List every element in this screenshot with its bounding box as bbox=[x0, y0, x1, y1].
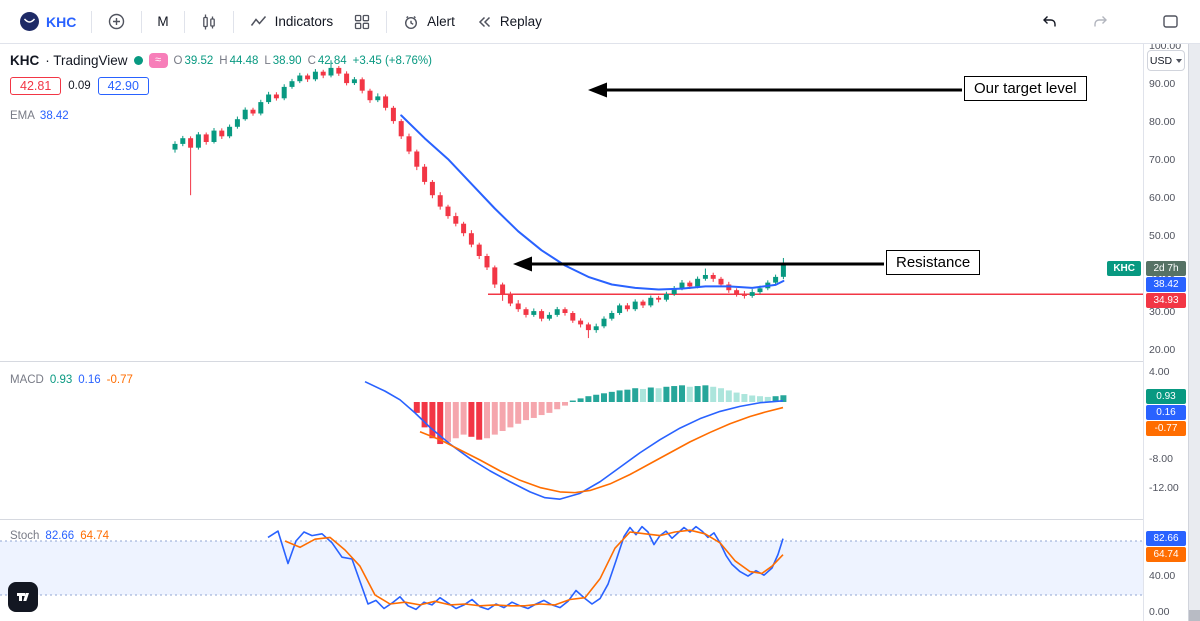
stoch-label: Stoch bbox=[10, 530, 40, 542]
chart-canvas[interactable] bbox=[0, 44, 1143, 621]
macd-line-badge: 0.16 bbox=[1146, 405, 1186, 420]
replay-icon bbox=[478, 16, 490, 27]
layout-icon bbox=[1163, 15, 1178, 28]
toolbar-separator bbox=[91, 10, 93, 33]
axis-tick: 80.00 bbox=[1149, 116, 1176, 128]
indicators-button[interactable]: Indicators bbox=[239, 5, 344, 39]
top-toolbar: KHC M Indicators bbox=[0, 0, 1200, 44]
toolbar-separator bbox=[183, 10, 185, 33]
ema-price-badge: 38.42 bbox=[1146, 277, 1186, 292]
axis-tick: 60.00 bbox=[1149, 192, 1176, 204]
undo-icon bbox=[1043, 16, 1056, 27]
stoch-d-badge: 64.74 bbox=[1146, 547, 1186, 562]
symbol-search-button[interactable]: KHC bbox=[10, 5, 86, 39]
grid-icon bbox=[354, 14, 370, 29]
toolbar-right bbox=[1031, 0, 1190, 43]
compare-add-symbol-button[interactable] bbox=[97, 5, 136, 39]
macd-line-value: 0.16 bbox=[78, 374, 101, 386]
axis-tick: -8.00 bbox=[1149, 453, 1173, 465]
macd-label: MACD bbox=[10, 374, 44, 386]
price-axis[interactable]: USD 2d 7h 38.42 34.93 0.93 0.16 -0.77 82… bbox=[1143, 44, 1188, 621]
tradingview-logo[interactable] bbox=[8, 582, 38, 612]
symbol-label: KHC bbox=[46, 13, 77, 30]
stoch-k-value: 82.66 bbox=[45, 530, 75, 542]
axis-tick: 4.00 bbox=[1149, 366, 1170, 378]
ohlc-low: L 38.90 bbox=[264, 54, 302, 67]
replay-label: Replay bbox=[499, 14, 542, 29]
macd-hist-badge: 0.93 bbox=[1146, 389, 1186, 404]
macd-hist-value: 0.93 bbox=[49, 374, 73, 386]
stoch-pane-separator[interactable] bbox=[0, 519, 1189, 520]
currency-selector[interactable]: USD bbox=[1147, 50, 1185, 71]
change-value: +3.45 (+8.76%) bbox=[352, 54, 432, 67]
ema-label: EMA bbox=[10, 110, 35, 122]
level-price-badge: 34.93 bbox=[1146, 293, 1186, 308]
interval-label: M bbox=[157, 14, 169, 29]
stoch-k-badge: 82.66 bbox=[1146, 531, 1186, 546]
redo-button[interactable] bbox=[1082, 5, 1119, 39]
axis-tick: 50.00 bbox=[1149, 230, 1176, 242]
indicators-label: Indicators bbox=[274, 14, 334, 29]
sell-button[interactable]: 42.81 bbox=[10, 77, 62, 95]
layout-button[interactable] bbox=[1151, 5, 1190, 39]
axis-tick: 20.00 bbox=[1149, 344, 1176, 356]
chevron-down-icon bbox=[1176, 58, 1183, 63]
indicators-icon bbox=[250, 16, 266, 26]
macd-signal-badge: -0.77 bbox=[1146, 421, 1186, 436]
delayed-data-icon: ≈ bbox=[148, 53, 168, 68]
khc-logo-icon bbox=[20, 12, 39, 31]
toolbar-separator bbox=[141, 10, 143, 33]
ohlc-close: C 42.84 bbox=[307, 54, 347, 67]
toolbar-left: KHC M Indicators bbox=[10, 0, 552, 43]
ohlc-high: H 44.48 bbox=[219, 54, 259, 67]
toolbar-separator bbox=[386, 10, 388, 33]
axis-tick: -12.00 bbox=[1149, 482, 1179, 494]
alert-button[interactable]: Alert bbox=[392, 5, 465, 39]
chart-area: KHC · TradingView ≈ O 39.52 H 44.48 L 38.90… bbox=[0, 44, 1200, 621]
alarm-clock-icon bbox=[405, 15, 418, 29]
axis-tick: 0.00 bbox=[1149, 606, 1170, 618]
market-status-icon bbox=[133, 56, 143, 65]
axis-tick: 100.00 bbox=[1149, 44, 1182, 52]
buy-button[interactable]: 42.90 bbox=[97, 77, 149, 95]
ohlc-open: O 39.52 bbox=[173, 54, 214, 67]
candlestick-icon bbox=[202, 14, 215, 29]
axis-tick: 30.00 bbox=[1149, 306, 1176, 318]
toolbar-separator bbox=[232, 10, 234, 33]
macd-legend: MACD 0.93 0.16 -0.77 bbox=[10, 374, 133, 386]
spread-value: 0.09 bbox=[68, 80, 91, 92]
indicator-templates-button[interactable] bbox=[343, 5, 381, 39]
ema-legend: EMA 38.42 bbox=[10, 110, 69, 122]
quote-row: 42.81 0.09 42.90 bbox=[10, 77, 149, 95]
axis-tick: 90.00 bbox=[1149, 78, 1176, 90]
annotation-target-level[interactable]: Our target level bbox=[964, 76, 1087, 101]
axis-tick: 70.00 bbox=[1149, 154, 1176, 166]
right-scrollbar[interactable] bbox=[1188, 44, 1200, 621]
alert-label: Alert bbox=[427, 14, 455, 29]
currency-label: USD bbox=[1149, 54, 1173, 67]
stoch-legend: Stoch 82.66 64.74 bbox=[10, 530, 109, 542]
interval-button[interactable]: M bbox=[147, 5, 178, 39]
undo-button[interactable] bbox=[1031, 5, 1068, 39]
macd-pane-separator[interactable] bbox=[0, 361, 1189, 362]
tv-monogram-icon bbox=[17, 593, 29, 601]
ema-value: 38.42 bbox=[39, 110, 69, 122]
symbol-price-pill: KHC bbox=[1107, 261, 1141, 276]
plus-circle-icon bbox=[109, 13, 125, 30]
countdown-badge: 2d 7h bbox=[1146, 261, 1186, 276]
chart-style-button[interactable] bbox=[190, 5, 228, 39]
symbol-legend: KHC · TradingView ≈ O 39.52 H 44.48 L 38.90… bbox=[10, 53, 432, 68]
legend-source: · TradingView bbox=[45, 53, 128, 68]
macd-signal-value: -0.77 bbox=[106, 374, 133, 386]
replay-button[interactable]: Replay bbox=[465, 5, 552, 39]
scrollbar-end-cap bbox=[1189, 610, 1200, 621]
annotation-resistance[interactable]: Resistance bbox=[886, 250, 981, 275]
redo-icon bbox=[1094, 16, 1107, 27]
stoch-d-value: 64.74 bbox=[80, 530, 109, 542]
legend-symbol: KHC bbox=[10, 53, 40, 68]
axis-tick: 40.00 bbox=[1149, 570, 1176, 582]
